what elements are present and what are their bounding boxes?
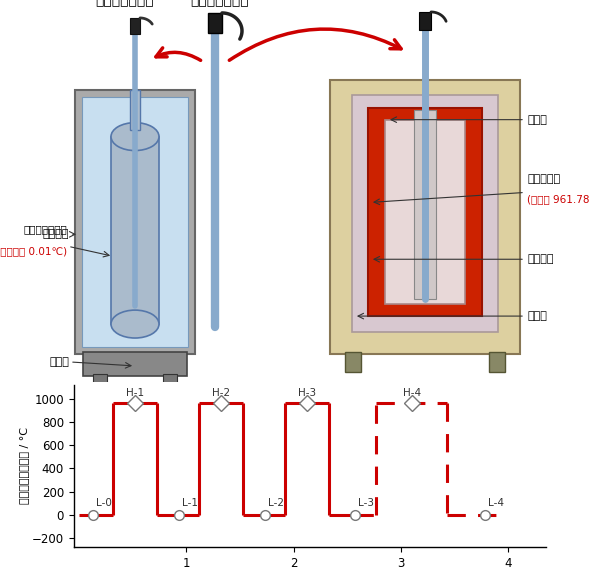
Bar [368, 108, 482, 316]
Bar [489, 352, 505, 372]
Text: H-1: H-1 [126, 388, 145, 398]
Text: 水の三重点セル: 水の三重点セル [23, 225, 67, 234]
Bar [208, 13, 222, 33]
Text: 白金抵抗温度計: 白金抵抗温度計 [191, 0, 250, 7]
Text: H-3: H-3 [298, 388, 316, 398]
Text: るつぼ: るつぼ [527, 115, 547, 125]
Bar [163, 374, 177, 384]
Y-axis label: 熱サイクルの温度 / °C: 熱サイクルの温度 / °C [19, 428, 29, 504]
Bar [130, 18, 140, 34]
Bar [414, 109, 436, 299]
Text: 冷却器: 冷却器 [49, 357, 69, 367]
Bar [419, 12, 431, 30]
Text: 高純度の銀: 高純度の銀 [527, 174, 560, 185]
Bar [130, 89, 140, 129]
Text: 断熱材: 断熱材 [527, 311, 547, 321]
Text: L-0: L-0 [96, 498, 112, 508]
Bar [83, 352, 187, 376]
Bar [385, 120, 465, 304]
Bar [82, 97, 188, 347]
Bar [345, 352, 361, 372]
Text: L-2: L-2 [268, 498, 284, 508]
Text: ヒーター: ヒーター [527, 254, 553, 264]
Text: (凝固点 961.78℃): (凝固点 961.78℃) [527, 194, 590, 205]
Text: (水の三重点 0.01℃): (水の三重点 0.01℃) [0, 246, 67, 256]
Text: L-1: L-1 [182, 498, 198, 508]
Text: 恒温水槽: 恒温水槽 [42, 229, 69, 239]
Text: L-3: L-3 [358, 498, 374, 508]
Text: 水の三重点装置: 水の三重点装置 [96, 0, 155, 7]
Text: L-4: L-4 [488, 498, 504, 508]
Bar [352, 95, 498, 332]
Text: H-2: H-2 [212, 388, 230, 398]
Bar [111, 137, 159, 324]
Bar [75, 89, 195, 354]
Text: H-4: H-4 [402, 388, 421, 398]
Bar [93, 374, 107, 384]
Ellipse shape [111, 310, 159, 338]
Ellipse shape [111, 123, 159, 150]
Bar [330, 80, 520, 354]
